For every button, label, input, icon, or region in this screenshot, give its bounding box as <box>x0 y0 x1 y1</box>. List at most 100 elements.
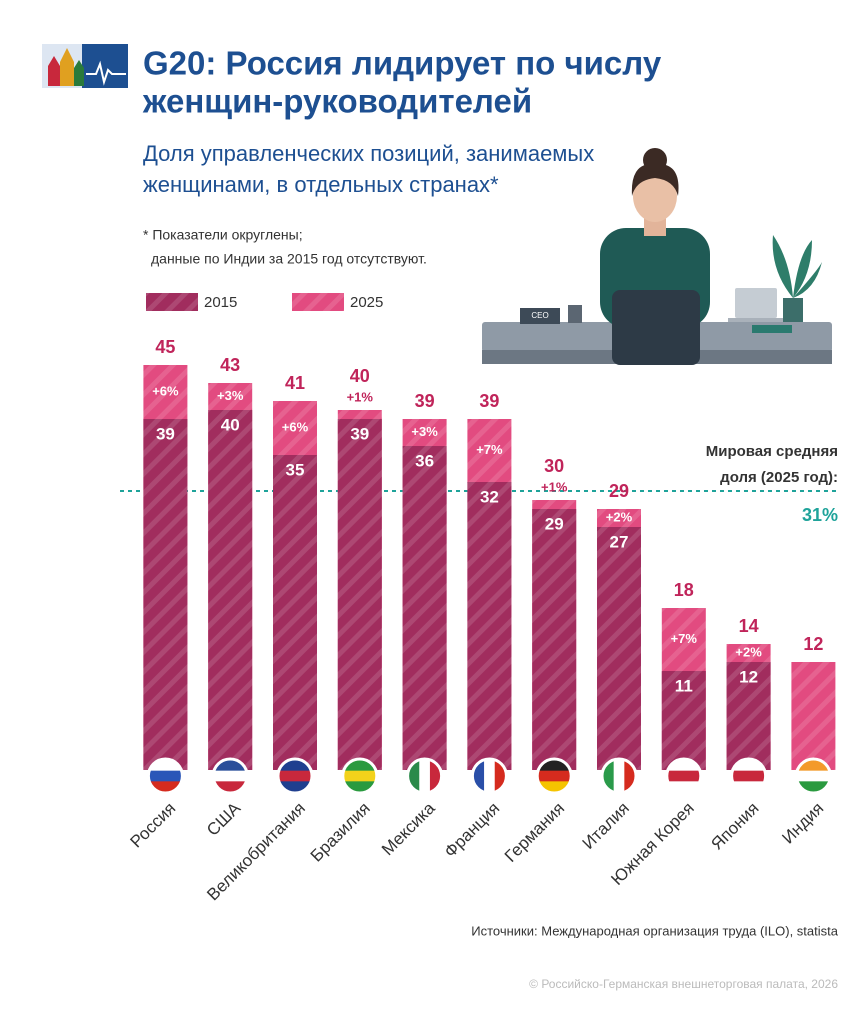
flag-stripe <box>408 760 420 792</box>
change-label: +1% <box>541 479 568 494</box>
flag-stripe <box>667 760 700 772</box>
bar-2015 <box>208 410 253 770</box>
bar-2015 <box>467 482 512 770</box>
flag-stripe <box>538 770 571 782</box>
flag-stripe <box>797 781 830 792</box>
category-label: Италия <box>579 799 633 853</box>
flag <box>473 760 506 792</box>
value-label-2025: 30 <box>544 456 564 476</box>
bar-2015 <box>532 509 577 770</box>
subtitle: Доля управленческих позиций, занимаемых <box>143 141 594 166</box>
value-label-2015: 11 <box>675 676 693 695</box>
change-label: +3% <box>411 424 438 439</box>
value-label-2025: 29 <box>609 481 629 501</box>
flag-stripe <box>214 770 247 782</box>
flag-border <box>730 757 768 795</box>
logo <box>42 44 128 88</box>
bar-2015 <box>143 419 188 770</box>
category-label: Бразилия <box>307 799 374 866</box>
legend-label: 2025 <box>350 294 383 311</box>
value-label-2015: 39 <box>350 424 369 443</box>
legend-swatch <box>146 293 198 311</box>
flag <box>149 760 182 792</box>
flag-stripe <box>343 770 376 782</box>
flag-stripe <box>797 760 830 772</box>
bar-2015 <box>273 455 317 770</box>
flag-border <box>211 757 249 795</box>
flag-stripe <box>484 760 496 792</box>
flag-stripe <box>149 760 182 772</box>
value-label-2015: 40 <box>221 415 240 434</box>
flag <box>279 760 311 792</box>
flag-border <box>146 757 184 795</box>
change-label: +6% <box>282 419 309 434</box>
flag-border <box>406 757 444 795</box>
flag-stripe <box>797 770 830 782</box>
nameplate-text: CEO <box>531 311 548 320</box>
title: женщин-руководителей <box>142 83 532 120</box>
subtitle: женщинами, в отдельных странах* <box>143 172 499 197</box>
flag <box>408 760 441 792</box>
category-label: Япония <box>707 799 762 854</box>
category-label: США <box>203 798 245 840</box>
category-label: Франция <box>441 799 504 862</box>
value-label-2025: 41 <box>285 373 305 393</box>
value-label-2025: 12 <box>803 634 823 654</box>
flag-stripe <box>343 781 376 792</box>
flag-border <box>600 757 638 795</box>
flag-stripe <box>667 781 700 792</box>
category-label: Россия <box>127 799 180 852</box>
flag-stripe <box>279 781 311 792</box>
flag-stripe <box>279 770 311 782</box>
change-label: +2% <box>735 644 762 659</box>
value-label-2025: 43 <box>220 355 240 375</box>
flag-stripe <box>429 760 441 792</box>
bar-2015 <box>337 419 382 770</box>
flag-stripe <box>624 760 635 792</box>
bar-2015 <box>661 671 706 770</box>
flag-stripe <box>538 781 571 792</box>
flag-stripe <box>494 760 506 792</box>
flag-border <box>535 757 573 795</box>
value-label-2015: 36 <box>415 451 434 470</box>
flag <box>667 760 700 792</box>
flag-stripe <box>732 781 765 792</box>
value-label-2025: 18 <box>674 580 694 600</box>
category-label: Индия <box>778 799 827 848</box>
change-label: +1% <box>347 389 374 404</box>
flag-stripe <box>214 760 247 772</box>
change-label: +7% <box>476 442 503 457</box>
flag <box>214 760 247 792</box>
category-label: Германия <box>501 799 568 866</box>
legend-swatch <box>292 293 344 311</box>
flag-border <box>276 757 314 795</box>
value-label-2015: 29 <box>545 514 564 533</box>
flag-border <box>341 757 379 795</box>
flag-stripe <box>603 760 615 792</box>
flag <box>538 760 571 792</box>
change-label: +7% <box>671 631 698 646</box>
source: Источники: Международная организация тру… <box>471 923 839 938</box>
flag-stripe <box>538 760 571 772</box>
value-label-2025: 39 <box>415 391 435 411</box>
value-label-2015: 32 <box>480 487 499 506</box>
copyright: © Российско-Германская внешнеторговая па… <box>529 977 838 991</box>
flag-stripe <box>149 781 182 792</box>
flag-stripe <box>732 760 765 772</box>
value-label-2025: 40 <box>350 366 370 386</box>
legend-label: 2015 <box>204 294 237 311</box>
flag-stripe <box>343 760 376 772</box>
value-label-2015: 35 <box>286 460 305 479</box>
value-label-2015: 27 <box>610 532 629 551</box>
flag <box>603 760 635 792</box>
flag-border <box>794 757 832 795</box>
category-label: Мексика <box>378 798 439 859</box>
value-label-2025: 14 <box>739 616 759 636</box>
bar-2025 <box>791 662 836 770</box>
flag-border <box>470 757 508 795</box>
flag-border <box>665 757 703 795</box>
flag <box>797 760 830 792</box>
bar-2015 <box>597 527 641 770</box>
